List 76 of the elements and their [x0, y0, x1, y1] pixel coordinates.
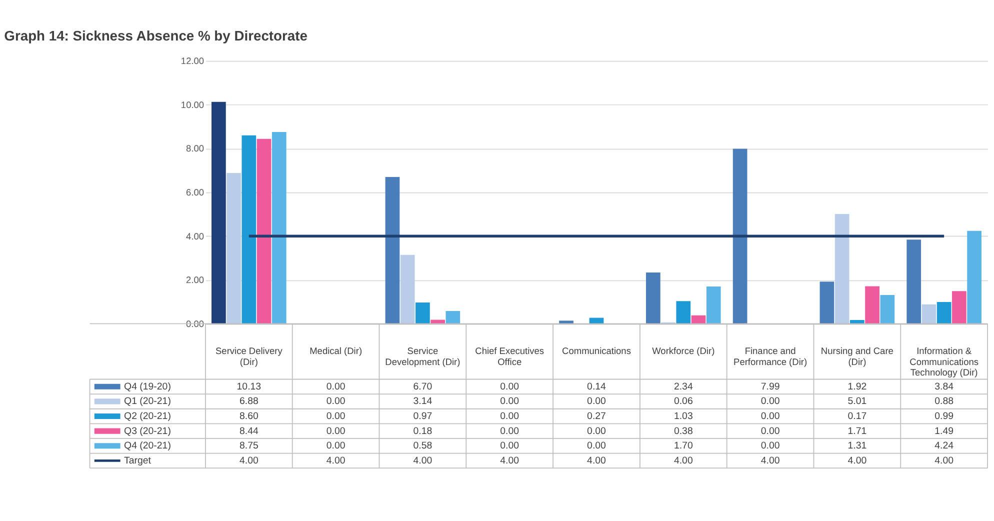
- data-label: 1.92: [848, 381, 867, 392]
- data-label: 5.01: [848, 396, 867, 408]
- legend-label: Q4 (19-20): [124, 381, 171, 392]
- data-label: 0.58: [413, 440, 432, 452]
- data-label: 0.00: [760, 440, 780, 452]
- y-tick-label: 6.00: [186, 188, 204, 198]
- x-tick-label: Communications: [562, 346, 632, 356]
- x-tick-label: Finance and Performance (Dir): [734, 346, 808, 367]
- x-tick-label: Information & Communications Technology (Dir): [910, 346, 979, 378]
- y-tick-label: 12.00: [180, 56, 204, 66]
- x-tick-label: Medical (Dir): [310, 346, 362, 356]
- data-label: 0.99: [934, 411, 954, 422]
- data-label: 3.84: [934, 381, 954, 392]
- data-label: 4.00: [326, 455, 346, 466]
- data-label: 0.00: [326, 426, 346, 437]
- data-label: 0.38: [674, 426, 693, 437]
- legend-label: Target: [124, 455, 152, 466]
- data-label: 0.17: [848, 411, 867, 422]
- data-label: 4.00: [848, 455, 868, 466]
- data-label: 8.44: [239, 426, 259, 437]
- y-tick-label: 2.00: [186, 275, 204, 286]
- data-label: 0.00: [587, 440, 607, 452]
- data-label: 0.00: [587, 396, 607, 408]
- data-label: 0.00: [500, 440, 520, 452]
- data-label: 0.00: [760, 396, 780, 408]
- data-label: 2.34: [674, 381, 694, 392]
- data-label: 1.71: [848, 426, 867, 437]
- data-label: 4.00: [587, 455, 607, 466]
- data-label: 0.97: [413, 411, 432, 422]
- data-label: 0.00: [326, 381, 346, 392]
- data-label: 0.00: [326, 411, 346, 422]
- data-label: 0.27: [587, 411, 606, 422]
- data-label: 7.99: [760, 381, 780, 392]
- data-label: 4.00: [239, 455, 259, 466]
- data-label: 0.00: [326, 440, 346, 452]
- legend-label: Q1 (20-21): [124, 396, 171, 408]
- data-label: 0.88: [934, 396, 954, 408]
- data-label: 0.14: [587, 381, 607, 392]
- data-label: 1.31: [848, 440, 867, 452]
- data-label: 0.00: [760, 426, 780, 437]
- legend-label: Q4 (20-21): [124, 440, 171, 452]
- x-tick-label: Nursing and Care (Dir): [820, 346, 894, 367]
- data-label: 6.70: [413, 381, 433, 392]
- data-label: 4.00: [413, 455, 433, 466]
- data-label: 0.00: [326, 396, 346, 408]
- data-label: 0.18: [413, 426, 432, 437]
- data-label: 1.49: [934, 426, 954, 437]
- data-label: 0.06: [674, 396, 693, 408]
- data-label: 4.00: [760, 455, 780, 466]
- data-label: 6.88: [239, 396, 258, 408]
- data-label: 8.75: [239, 440, 258, 452]
- data-label: 0.00: [500, 426, 520, 437]
- y-tick-label: 4.00: [186, 231, 204, 242]
- data-label: 4.00: [674, 455, 694, 466]
- x-tick-label: Workforce (Dir): [652, 346, 715, 356]
- data-label: 4.00: [934, 455, 954, 466]
- x-tick-label: Service Development (Dir): [385, 346, 460, 367]
- data-label: 8.60: [239, 411, 259, 422]
- data-label: 3.14: [413, 396, 433, 408]
- data-label: 0.00: [500, 411, 520, 422]
- data-label: 0.00: [587, 426, 607, 437]
- x-tick-label: Service Delivery (Dir): [215, 346, 283, 367]
- data-label: 0.00: [500, 381, 520, 392]
- data-label: 4.24: [934, 440, 954, 452]
- data-label: 4.00: [500, 455, 520, 466]
- chart-title: Graph 14: Sickness Absence % by Directorate: [4, 28, 308, 44]
- legend-label: Q3 (20-21): [124, 426, 171, 437]
- legend-label: Q2 (20-21): [124, 411, 171, 422]
- data-label: 0.00: [760, 411, 780, 422]
- y-tick-label: 10.00: [180, 100, 204, 110]
- data-label: 1.70: [674, 440, 694, 452]
- data-label: 1.03: [674, 411, 693, 422]
- data-label: 0.00: [500, 396, 520, 408]
- x-tick-label: Chief Executives Office: [475, 346, 544, 367]
- y-tick-label: 8.00: [186, 144, 204, 154]
- data-label: 10.13: [236, 381, 262, 392]
